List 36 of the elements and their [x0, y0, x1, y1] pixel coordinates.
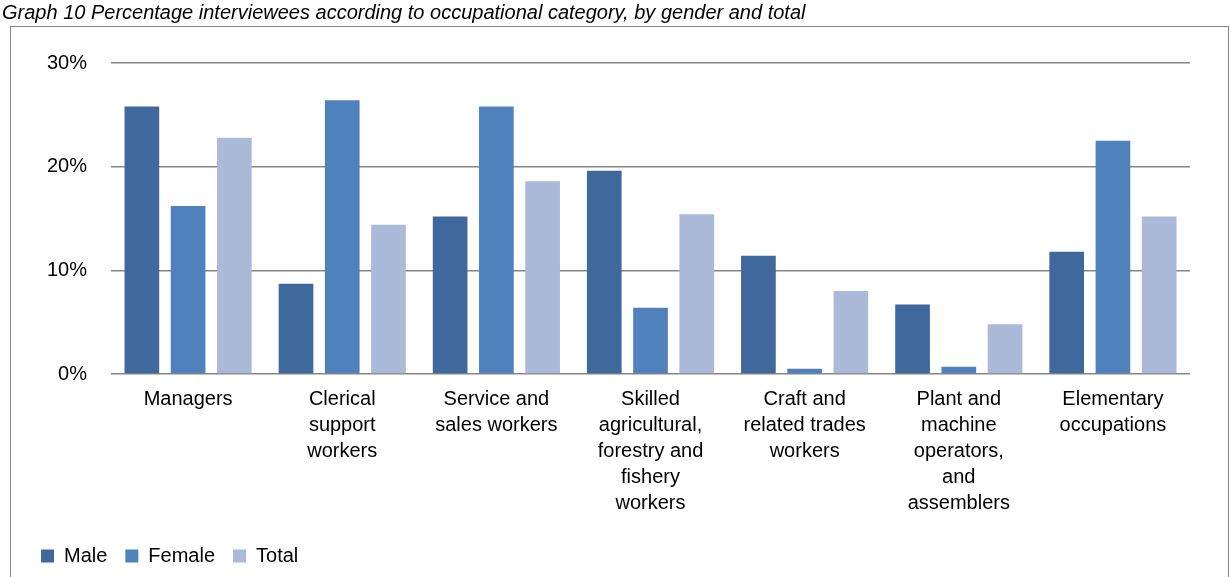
bar [987, 324, 1023, 374]
y-tick-label: 0% [58, 361, 88, 384]
y-tick-label: 30% [47, 50, 88, 73]
legend-label: Male [64, 543, 108, 566]
bar [633, 307, 668, 374]
x-tick-label: Managers [143, 386, 233, 409]
bar [217, 137, 252, 374]
chart-title: Graph 10 Percentage interviewees according to occupational category, by gender and total [2, 1, 806, 24]
bar [741, 255, 776, 374]
bar [170, 206, 206, 374]
bar [1141, 216, 1177, 374]
bar [324, 100, 360, 374]
legend-label: Female [148, 543, 216, 566]
bar [525, 181, 560, 374]
bar [941, 366, 977, 374]
bar [1049, 251, 1085, 374]
x-tick-label: Craft and related trades workers [743, 386, 866, 461]
bar [895, 304, 930, 374]
x-tick-label: Elementary occupations [1059, 386, 1167, 435]
y-tick-label: 20% [47, 154, 88, 177]
bar [371, 224, 406, 374]
y-tick-label: 10% [47, 257, 88, 280]
bar [679, 214, 715, 374]
bar [124, 106, 160, 374]
bar [586, 170, 622, 374]
x-tick-label: Clerical support workers [306, 386, 378, 461]
x-tick-label: Plant and machine operators, and assemblers [907, 386, 1010, 513]
legend-label: Total [256, 543, 299, 566]
bar [278, 283, 314, 374]
bar [833, 291, 869, 374]
bar [479, 106, 514, 374]
bar [1095, 140, 1131, 374]
x-tick-label: Service and sales workers [435, 386, 558, 435]
bar [787, 368, 822, 374]
bar [432, 216, 468, 374]
x-tick-label: Skilled agricultural, forestry and fishery workers [597, 386, 704, 513]
